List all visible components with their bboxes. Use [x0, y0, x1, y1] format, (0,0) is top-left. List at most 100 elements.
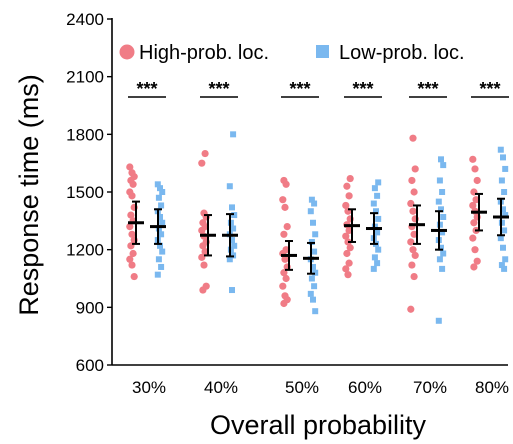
data-point-low-prob [157, 242, 163, 249]
data-point-low-prob [311, 283, 318, 290]
data-point-low-prob [230, 131, 237, 138]
data-point-high-prob [126, 255, 134, 263]
data-point-low-prob [226, 256, 233, 263]
data-point-high-prob [469, 234, 477, 242]
x-tick-label: 30% [132, 378, 166, 397]
data-point-low-prob [500, 154, 506, 161]
data-point-low-prob [438, 156, 444, 163]
data-point-high-prob [409, 134, 417, 142]
significance-label: *** [208, 79, 229, 99]
y-tick-label: 1500 [66, 183, 104, 202]
data-point-high-prob [344, 271, 352, 279]
data-point-low-prob [159, 189, 166, 195]
data-point-low-prob [154, 271, 161, 278]
x-tick-label: 60% [348, 378, 382, 397]
y-axis-label: Response time (ms) [14, 74, 44, 316]
data-point-low-prob [375, 179, 382, 186]
data-point-high-prob [409, 207, 417, 215]
data-point-high-prob [408, 176, 416, 185]
significance-label: *** [479, 79, 500, 99]
data-point-low-prob [439, 265, 446, 272]
data-point-low-prob [158, 263, 165, 270]
data-point-high-prob [130, 272, 138, 281]
data-point-high-prob [199, 286, 207, 294]
data-point-high-prob [282, 180, 290, 188]
data-point-high-prob [410, 272, 418, 281]
data-point-low-prob [440, 213, 447, 220]
data-point-high-prob [410, 188, 418, 196]
significance-label: *** [289, 79, 310, 99]
data-point-low-prob [158, 231, 165, 238]
data-point-low-prob [375, 215, 382, 222]
data-point-high-prob [126, 223, 134, 231]
data-point-high-prob [410, 230, 418, 238]
data-point-low-prob [370, 200, 377, 207]
y-tick-label: 2100 [66, 68, 104, 87]
data-point-low-prob [436, 177, 443, 184]
data-point-high-prob [281, 255, 289, 263]
data-point-high-prob [471, 246, 479, 254]
x-tick-label: 50% [285, 378, 319, 397]
data-point-high-prob [408, 261, 416, 269]
data-point-low-prob [226, 183, 233, 190]
data-point-high-prob [346, 174, 354, 183]
data-point-low-prob [371, 185, 378, 192]
data-point-low-prob [438, 244, 444, 251]
y-tick-label: 2400 [66, 10, 104, 29]
data-point-low-prob [229, 287, 235, 294]
data-point-low-prob [310, 263, 316, 270]
plot-area: 600 900 1200 1500 1800 2100 2400 30% 40% 50% 60% 70… [66, 10, 509, 397]
data-point-low-prob [501, 189, 508, 195]
data-point-high-prob [201, 149, 209, 158]
data-point-low-prob [438, 206, 444, 213]
x-tick-label: 70% [413, 378, 447, 397]
x-axis-label: Overall probability [210, 410, 427, 440]
data-point-low-prob [158, 202, 165, 209]
data-point-low-prob [440, 250, 447, 257]
data-point-high-prob [343, 182, 351, 190]
data-point-low-prob [500, 206, 506, 213]
x-tick-label: 40% [204, 378, 238, 397]
data-point-low-prob [501, 227, 508, 234]
data-point-low-prob [497, 235, 504, 242]
data-point-low-prob [440, 162, 447, 169]
data-point-high-prob [345, 259, 353, 267]
data-point-high-prob [472, 196, 480, 204]
y-tick-label: 1800 [66, 125, 104, 144]
legend-marker-low-prob [316, 45, 329, 58]
data-point-low-prob [307, 290, 314, 297]
data-point-high-prob [128, 261, 136, 269]
data-point-low-prob [312, 269, 319, 276]
data-point-high-prob [280, 230, 288, 238]
data-point-high-prob [198, 159, 206, 167]
data-point-high-prob [198, 226, 206, 235]
data-point-high-prob [283, 223, 291, 231]
data-point-low-prob [435, 198, 442, 205]
data-point-low-prob [155, 194, 162, 201]
data-point-high-prob [471, 165, 479, 173]
data-point-high-prob [469, 201, 477, 210]
data-point-high-prob [346, 244, 354, 252]
data-point-low-prob [308, 196, 315, 203]
data-point-high-prob [407, 238, 415, 246]
data-point-low-prob [312, 308, 319, 315]
data-point-low-prob [157, 213, 163, 220]
data-point-high-prob [407, 305, 415, 313]
significance-label: *** [417, 79, 438, 99]
data-point-low-prob [374, 192, 381, 199]
y-tick-label: 900 [76, 298, 104, 317]
data-point-high-prob [470, 263, 478, 271]
data-point-low-prob [157, 185, 163, 192]
data-point-high-prob [469, 155, 477, 163]
data-point-low-prob [375, 246, 382, 253]
data-point-high-prob [342, 265, 350, 273]
data-point-low-prob [159, 219, 166, 226]
data-point-high-prob [198, 253, 206, 261]
y-tick-label: 600 [76, 356, 104, 375]
data-point-high-prob [279, 282, 287, 290]
data-point-low-prob [310, 296, 316, 303]
data-point-low-prob [159, 248, 166, 255]
data-point-low-prob [502, 256, 509, 263]
data-point-low-prob [502, 165, 509, 172]
